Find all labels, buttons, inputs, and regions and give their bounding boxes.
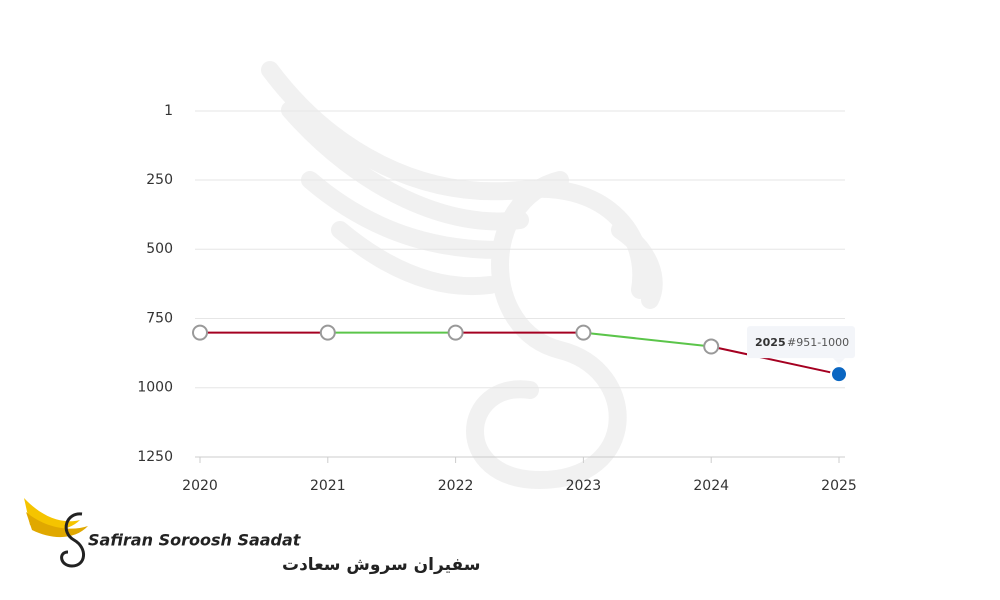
y-tick-label: 500 [146,241,173,257]
y-tick-label: 250 [146,172,173,188]
tooltip-label: #951-1000 [787,336,849,349]
logo-wing [26,512,88,538]
logo: Safiran Soroosh Saadat سفیران سروش سعادت [24,498,480,575]
x-tick-label: 2020 [182,478,218,494]
data-point [830,365,848,384]
watermark [261,61,663,490]
y-tick-label: 1 [164,103,173,119]
data-point [192,324,208,341]
tooltip-arrow [833,358,845,365]
x-tick-label: 2025 [821,478,857,494]
x-tick-label: 2023 [566,478,602,494]
data-point [319,324,336,341]
y-tick-label: 750 [146,310,173,326]
x-tick-label: 2021 [310,478,346,494]
y-tick-label: 1000 [137,380,173,396]
tooltip-box [747,326,855,359]
line-segment [583,331,712,348]
x-tick-label: 2022 [438,478,474,494]
data-point [575,324,592,341]
line-segment [710,345,840,376]
x-tick-label: 2024 [693,478,729,494]
logo-swan [60,512,85,568]
y-tick-label: 1250 [137,449,173,465]
logo-name-en: Safiran Soroosh Saadat [88,531,302,550]
tooltip-title: 2025 [755,336,786,349]
logo-name-fa: سفیران سروش سعادت [282,555,480,575]
data-point [703,338,720,355]
tooltip: 2025 #951-1000 [747,326,855,365]
data-point [447,324,464,341]
